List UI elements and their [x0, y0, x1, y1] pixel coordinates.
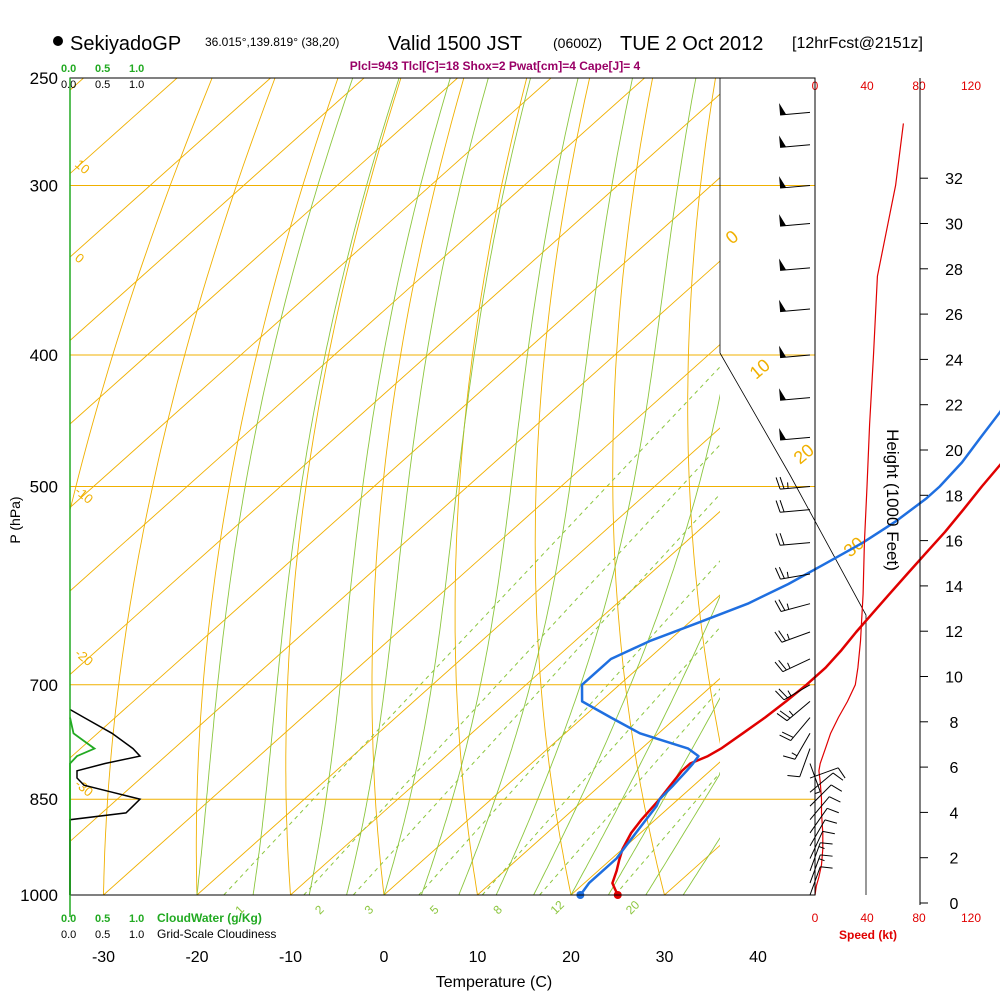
cloudiness-scale-top: 0.5: [95, 79, 110, 91]
height-tick-label: 18: [945, 488, 963, 505]
temperature-tick-label: 10: [469, 949, 487, 966]
station-dot-icon: [53, 36, 63, 46]
height-tick-label: 28: [945, 262, 963, 279]
cloud-water-scale-top: 0.0: [61, 63, 76, 75]
cloudiness-label: Grid-Scale Cloudiness: [157, 927, 276, 941]
cloud-water-scale-bottom: 0.0: [61, 913, 76, 925]
height-tick-label: 22: [945, 398, 963, 415]
valid-time: Valid 1500 JST: [388, 33, 522, 55]
cloud-water-scale-top: 0.5: [95, 63, 110, 75]
speed-tick-bottom: 80: [912, 911, 926, 925]
pressure-tick-label: 700: [30, 676, 58, 695]
height-tick-label: 14: [945, 579, 963, 596]
height-axis-label: Height (1000 Feet): [883, 429, 902, 571]
pressure-tick-label: 400: [30, 346, 58, 365]
height-tick-label: 4: [950, 805, 959, 822]
temperature-tick-label: -20: [185, 949, 208, 966]
speed-tick-bottom: 120: [961, 911, 981, 925]
cloudiness-scale-top: 1.0: [129, 79, 144, 91]
height-tick-label: 30: [945, 217, 963, 234]
temperature-tick-label: 0: [380, 949, 389, 966]
speed-tick-bottom: 0: [812, 911, 819, 925]
temperature-tick-label: 30: [656, 949, 674, 966]
speed-axis-label: Speed (kt): [839, 928, 897, 942]
cloudiness-scale-bottom: 0.5: [95, 929, 110, 941]
temperature-tick-label: 20: [562, 949, 580, 966]
pressure-tick-label: 250: [30, 69, 58, 88]
cloud-water-scale-bottom: 0.5: [95, 913, 110, 925]
pressure-tick-label: 850: [30, 790, 58, 809]
cloudiness-scale-top: 0.0: [61, 79, 76, 91]
height-tick-label: 32: [945, 171, 963, 188]
height-tick-label: 16: [945, 534, 963, 551]
utc-time: (0600Z): [553, 35, 602, 51]
height-tick-label: 12: [945, 624, 963, 641]
height-tick-label: 6: [950, 760, 959, 777]
temperature-tick-label: -10: [279, 949, 302, 966]
station-coords: 36.015°,139.819° (38,20): [205, 35, 339, 49]
pressure-axis-label: P (hPa): [7, 496, 23, 543]
pressure-tick-label: 1000: [20, 886, 58, 905]
speed-tick-top: 40: [860, 79, 874, 93]
stability-indices: Plcl=943 Tlcl[C]=18 Shox=2 Pwat[cm]=4 Ca…: [350, 59, 641, 73]
temperature-axis-label: Temperature (C): [436, 974, 552, 991]
station-name: SekiyadoGP: [70, 33, 181, 55]
cloudiness-scale-bottom: 0.0: [61, 929, 76, 941]
height-tick-label: 26: [945, 307, 963, 324]
temperature-tick-label: 40: [749, 949, 767, 966]
speed-tick-top: 80: [912, 79, 926, 93]
valid-date: TUE 2 Oct 2012: [620, 33, 763, 55]
height-tick-label: 2: [950, 851, 959, 868]
pressure-tick-label: 300: [30, 176, 58, 195]
cloud-water-scale-bottom: 1.0: [129, 913, 144, 925]
forecast-info: [12hrFcst@2151z]: [792, 35, 923, 52]
height-tick-label: 24: [945, 352, 963, 369]
cloud-water-scale-top: 1.0: [129, 63, 144, 75]
speed-tick-bottom: 40: [860, 911, 874, 925]
cloudiness-scale-bottom: 1.0: [129, 929, 144, 941]
cloud-water-label: CloudWater (g/Kg): [157, 911, 262, 925]
height-tick-label: 10: [945, 670, 963, 687]
height-tick-label: 20: [945, 443, 963, 460]
temperature-tick-label: -30: [92, 949, 115, 966]
height-tick-label: 8: [950, 715, 959, 732]
pressure-tick-label: 500: [30, 478, 58, 497]
height-tick-label: 0: [950, 896, 959, 913]
speed-tick-top: 120: [961, 79, 981, 93]
